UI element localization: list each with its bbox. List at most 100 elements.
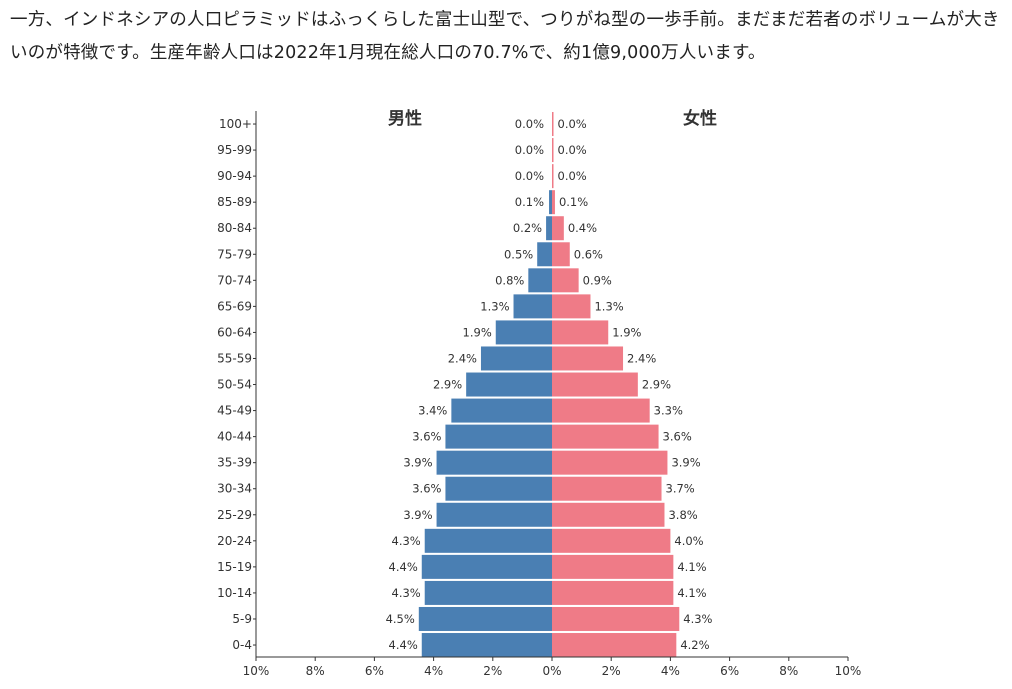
value-label-male-15-19: 4.4% <box>389 560 418 574</box>
value-label-male-65-69: 1.3% <box>480 299 509 313</box>
bar-female-0-4 <box>552 633 677 658</box>
value-label-female-95-99: 0.0% <box>558 143 587 157</box>
age-label-25-29: 25-29 <box>217 508 252 522</box>
value-label-female-55-59: 2.4% <box>627 351 656 365</box>
bar-male-60-64 <box>495 320 552 345</box>
value-label-female-60-64: 1.9% <box>612 325 641 339</box>
value-label-female-50-54: 2.9% <box>642 378 671 392</box>
x-tick-label-8: 6% <box>720 664 739 678</box>
value-label-female-70-74: 0.9% <box>583 273 612 287</box>
bar-female-55-59 <box>552 346 624 371</box>
bar-male-80-84 <box>546 216 552 241</box>
age-label-80-84: 80-84 <box>217 221 252 235</box>
bar-female-15-19 <box>552 554 674 579</box>
bar-male-10-14 <box>424 580 552 605</box>
age-label-20-24: 20-24 <box>217 534 252 548</box>
bar-female-25-29 <box>552 502 665 527</box>
bar-female-40-44 <box>552 424 659 449</box>
value-label-male-55-59: 2.4% <box>448 351 477 365</box>
age-label-50-54: 50-54 <box>217 378 252 392</box>
bar-male-25-29 <box>436 502 552 527</box>
bar-male-65-69 <box>513 294 552 319</box>
value-label-male-0-4: 4.4% <box>389 638 418 652</box>
value-label-male-40-44: 3.6% <box>412 430 441 444</box>
value-label-male-25-29: 3.9% <box>403 508 432 522</box>
bar-female-30-34 <box>552 476 662 501</box>
age-label-70-74: 70-74 <box>217 273 252 287</box>
bar-female-95-99 <box>552 138 554 163</box>
value-label-female-30-34: 3.7% <box>666 482 695 496</box>
value-label-male-70-74: 0.8% <box>495 273 524 287</box>
age-label-55-59: 55-59 <box>217 351 252 365</box>
bar-male-40-44 <box>445 424 552 449</box>
bar-male-50-54 <box>466 372 552 397</box>
age-label-65-69: 65-69 <box>217 299 252 313</box>
value-label-male-85-89: 0.1% <box>515 195 544 209</box>
value-label-male-50-54: 2.9% <box>433 378 462 392</box>
bar-male-0-4 <box>421 633 552 658</box>
value-label-male-20-24: 4.3% <box>392 534 421 548</box>
axes-group: 10% 8% 6% 4% 2% 0% 2% 4% 6% 8% 10% <box>243 111 862 678</box>
value-label-male-80-84: 0.2% <box>513 221 542 235</box>
value-label-female-0-4: 4.2% <box>680 638 709 652</box>
bar-male-70-74 <box>528 268 552 293</box>
bar-male-30-34 <box>445 476 552 501</box>
value-label-female-85-89: 0.1% <box>559 195 588 209</box>
value-label-female-20-24: 4.0% <box>674 534 703 548</box>
age-label-45-49: 45-49 <box>217 404 252 418</box>
bar-female-85-89 <box>552 190 555 215</box>
bar-female-75-79 <box>552 242 570 267</box>
value-label-female-65-69: 1.3% <box>594 299 623 313</box>
age-label-95-99: 95-99 <box>217 143 252 157</box>
bar-male-35-39 <box>436 450 552 475</box>
value-label-female-10-14: 4.1% <box>677 586 706 600</box>
age-label-30-34: 30-34 <box>217 482 252 496</box>
x-tick-label-4: 2% <box>483 664 502 678</box>
bar-female-80-84 <box>552 216 564 241</box>
value-label-female-5-9: 4.3% <box>683 612 712 626</box>
age-label-90-94: 90-94 <box>217 169 252 183</box>
bar-male-55-59 <box>480 346 552 371</box>
x-tick-label-1: 8% <box>306 664 325 678</box>
bar-female-90-94 <box>552 164 554 189</box>
bar-female-60-64 <box>552 320 609 345</box>
bar-female-65-69 <box>552 294 591 319</box>
value-labels-group: 0.0% 0.0% 0.0% 0.0% 0.0% 0.0% 0.1% 0.1% 0.2% 0.4%… <box>386 117 713 652</box>
bar-female-20-24 <box>552 528 671 553</box>
female-series-label: 女性 <box>683 108 717 129</box>
value-label-male-95-99: 0.0% <box>515 143 544 157</box>
bar-male-20-24 <box>424 528 552 553</box>
value-label-female-35-39: 3.9% <box>671 456 700 470</box>
x-tick-label-2: 6% <box>365 664 384 678</box>
x-tick-label-0: 10% <box>243 664 270 678</box>
male-series-label: 男性 <box>388 108 422 129</box>
bar-female-45-49 <box>552 398 650 423</box>
bars-group <box>418 112 680 658</box>
x-tick-label-6: 2% <box>602 664 621 678</box>
bar-male-85-89 <box>549 190 552 215</box>
age-label-35-39: 35-39 <box>217 456 252 470</box>
value-label-male-5-9: 4.5% <box>386 612 415 626</box>
age-label-40-44: 40-44 <box>217 430 252 444</box>
x-tick-label-3: 4% <box>424 664 443 678</box>
age-label-100+: 100+ <box>219 117 252 131</box>
bar-male-5-9 <box>418 606 552 631</box>
value-label-male-75-79: 0.5% <box>504 247 533 261</box>
x-tick-label-10: 10% <box>835 664 862 678</box>
value-label-female-40-44: 3.6% <box>663 430 692 444</box>
bar-male-45-49 <box>451 398 552 423</box>
x-tick-label-7: 4% <box>661 664 680 678</box>
bar-female-100+ <box>552 112 554 137</box>
bar-female-5-9 <box>552 606 680 631</box>
value-label-female-75-79: 0.6% <box>574 247 603 261</box>
value-label-male-10-14: 4.3% <box>392 586 421 600</box>
bar-female-10-14 <box>552 580 674 605</box>
value-label-male-60-64: 1.9% <box>463 325 492 339</box>
value-label-female-80-84: 0.4% <box>568 221 597 235</box>
value-label-female-100+: 0.0% <box>558 117 587 131</box>
age-label-0-4: 0-4 <box>232 638 252 652</box>
age-label-15-19: 15-19 <box>217 560 252 574</box>
x-tick-label-5: 0% <box>542 664 561 678</box>
age-category-labels: 100+ 95-99 90-94 85-89 80-84 75-79 70-74 65-69 6… <box>217 117 252 652</box>
bar-male-15-19 <box>421 554 552 579</box>
